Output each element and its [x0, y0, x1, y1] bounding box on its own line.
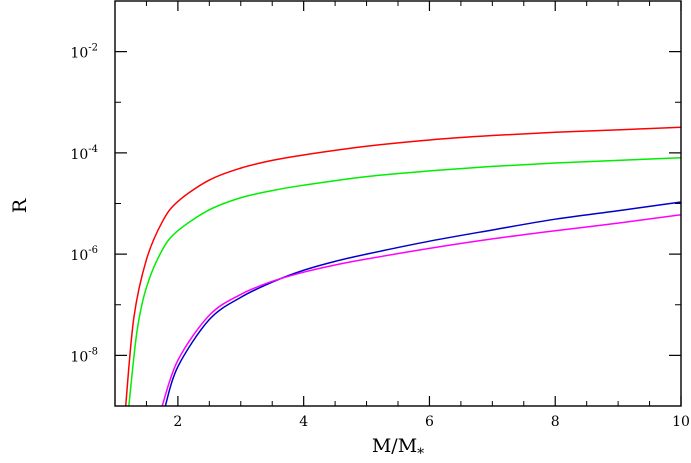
y-tick-label-base: 10: [70, 147, 88, 163]
y-tick-label: 10-2: [70, 43, 98, 62]
y-tick-label-base: 10: [70, 349, 88, 365]
x-tick-label: 10: [672, 414, 690, 430]
y-tick-label-exponent: -2: [88, 43, 98, 54]
minor-ticks: [115, 1, 681, 407]
y-tick-label-exponent: -8: [88, 346, 98, 357]
y-tick-label-exponent: -4: [88, 144, 98, 155]
y-tick-label-base: 10: [70, 248, 88, 264]
x-tick-label: 2: [173, 414, 182, 430]
plot-frame: [114, 0, 682, 407]
x-tick-label: 4: [299, 414, 308, 430]
series-line-0: [124, 126, 681, 406]
series-line-1: [128, 157, 681, 406]
series-layer: [124, 126, 681, 406]
x-tick-label: 6: [425, 414, 434, 430]
y-tick-label: 10-6: [70, 245, 98, 264]
x-tick-label: 8: [551, 414, 560, 430]
x-axis-label: M/M*: [372, 435, 424, 462]
y-tick-label-base: 10: [70, 46, 88, 62]
x-axis-label-subscript: *: [417, 446, 424, 462]
series-line-2: [164, 201, 681, 406]
series-line-3: [161, 213, 681, 406]
y-tick-label: 10-4: [70, 144, 98, 163]
y-tick-label-exponent: -6: [88, 245, 98, 256]
x-axis-label-main: M/M: [372, 435, 417, 457]
y-axis-label: R: [9, 198, 31, 213]
y-tick-label: 10-8: [70, 346, 98, 365]
